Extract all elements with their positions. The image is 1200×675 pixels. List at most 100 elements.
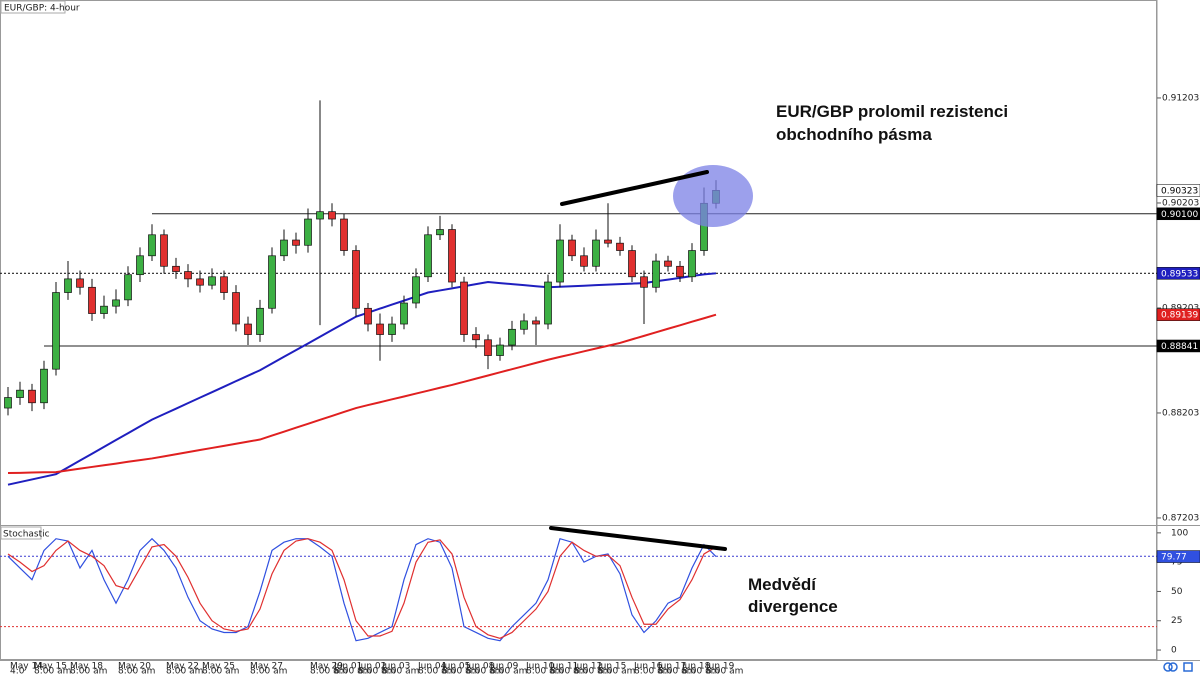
- last-price-label: 0.90323: [1161, 186, 1198, 196]
- x-tick-sublabel: 4:0: [10, 667, 25, 675]
- y-tick-label: 100: [1171, 528, 1188, 538]
- candle-body: [388, 323, 396, 335]
- x-tick-sublabel: 8:00 am: [574, 667, 611, 675]
- annotation: divergence: [748, 597, 838, 616]
- x-tick-label: May 14: [10, 662, 43, 672]
- candle-body: [4, 397, 12, 409]
- ma-label-bg: [1156, 267, 1200, 280]
- candle-body: [256, 307, 264, 335]
- x-tick-label: May 20: [118, 662, 151, 672]
- x-tick-label: Jun 19: [705, 662, 735, 672]
- x-tick-sublabel: 8:00 am: [490, 667, 527, 675]
- level-label-bg: [1156, 207, 1200, 221]
- x-tick-label: Jun 18: [681, 662, 711, 672]
- candle-body: [436, 229, 444, 236]
- x-tick-label: Jun 08: [465, 662, 495, 672]
- x-tick-sublabel: 8:00 am: [70, 667, 107, 675]
- x-tick-sublabel: 8:00 am: [202, 667, 239, 675]
- annotation: EUR/GBP prolomil rezistenci: [776, 102, 1008, 121]
- x-tick-sublabel: 8:00 am: [466, 667, 503, 675]
- candle-body: [64, 278, 72, 293]
- annotation: obchodního pásma: [776, 125, 932, 144]
- candle-body: [172, 265, 180, 272]
- candle-body: [556, 239, 564, 283]
- level-label: 0.90100: [1161, 210, 1198, 220]
- price-trendline: [560, 170, 709, 206]
- ma-label: 0.89139: [1161, 311, 1198, 321]
- x-tick-sublabel: 8:00 am: [634, 667, 671, 675]
- candle-body: [28, 389, 36, 404]
- moving-average: [7, 272, 717, 486]
- candle-body: [52, 292, 60, 370]
- y-tick-label: 0: [1171, 646, 1177, 656]
- candle-body: [508, 328, 516, 346]
- y-tick-label: 25: [1171, 616, 1182, 626]
- y-tick-label: 0.90203: [1162, 198, 1199, 208]
- level-label: 0.88841: [1161, 342, 1198, 352]
- stochastic-trendline: [549, 526, 727, 551]
- candle-body: [76, 278, 84, 288]
- x-tick-sublabel: 8:00 am: [658, 667, 695, 675]
- toolbar-icons[interactable]: [1163, 662, 1193, 672]
- candle-body: [460, 281, 468, 335]
- candle-body: [628, 250, 636, 278]
- x-tick-label: Jun 11: [549, 662, 578, 672]
- x-tick-sublabel: 8:00 am: [598, 667, 635, 675]
- candle-body: [532, 320, 540, 325]
- candle-body: [568, 239, 576, 257]
- icon[interactable]: [1163, 662, 1173, 672]
- candle-body: [412, 276, 420, 304]
- candle-body: [328, 211, 336, 220]
- icon[interactable]: [1168, 662, 1178, 672]
- x-tick-label: Jun 09: [489, 662, 519, 672]
- y-tick-label: 0.91203: [1162, 93, 1199, 103]
- x-tick-label: Jun 03: [381, 662, 410, 672]
- candle-body: [364, 307, 372, 325]
- candle-body: [292, 239, 300, 246]
- x-tick-label: Jun 10: [525, 662, 555, 672]
- y-tick-label: 50: [1171, 587, 1183, 597]
- x-tick-label: May 27: [250, 662, 283, 672]
- candle-body: [676, 265, 684, 278]
- x-tick-sublabel: 8:00 am: [442, 667, 479, 675]
- candle-body: [268, 255, 276, 309]
- x-tick-label: Jun 12: [573, 662, 602, 672]
- candle-body: [424, 234, 432, 278]
- x-tick-sublabel: 8:00 am: [166, 667, 203, 675]
- candle-body: [520, 320, 528, 330]
- candle-body: [316, 211, 324, 220]
- candle-body: [616, 242, 624, 251]
- candle-body: [640, 276, 648, 288]
- x-tick-label: Jun 05: [441, 662, 470, 672]
- x-tick-label: Jun 16: [633, 662, 663, 672]
- candle-body: [244, 323, 252, 335]
- candle-body: [16, 389, 24, 398]
- x-tick-sublabel: 8:00 am: [526, 667, 563, 675]
- candle-body: [40, 368, 48, 404]
- candle-body: [304, 218, 312, 246]
- candle-body: [484, 339, 492, 356]
- x-tick-sublabel: 8:00 am: [682, 667, 719, 675]
- candle-body: [100, 305, 108, 314]
- x-tick-label: Jun 04: [417, 662, 447, 672]
- candle-body: [580, 255, 588, 267]
- x-tick-sublabel: 8:00 am: [34, 667, 71, 675]
- x-tick-sublabel: 8:00 am: [550, 667, 587, 675]
- candle-body: [688, 250, 696, 278]
- y-tick-label: 0.88203: [1162, 408, 1199, 418]
- candle-body: [496, 344, 504, 356]
- candle-body: [232, 292, 240, 325]
- candle-body: [472, 334, 480, 341]
- stochastic-label: 79.77: [1161, 553, 1187, 563]
- y-tick-label: 0.87203: [1162, 513, 1199, 523]
- x-tick-label: Jun 17: [657, 662, 686, 672]
- x-tick-sublabel: 8:00 am: [706, 667, 743, 675]
- candle-body: [652, 260, 660, 288]
- x-tick-label: May 18: [70, 662, 103, 672]
- icon[interactable]: [1183, 662, 1193, 672]
- indicator-title: Stochastic: [3, 530, 50, 540]
- candle-body: [184, 271, 192, 280]
